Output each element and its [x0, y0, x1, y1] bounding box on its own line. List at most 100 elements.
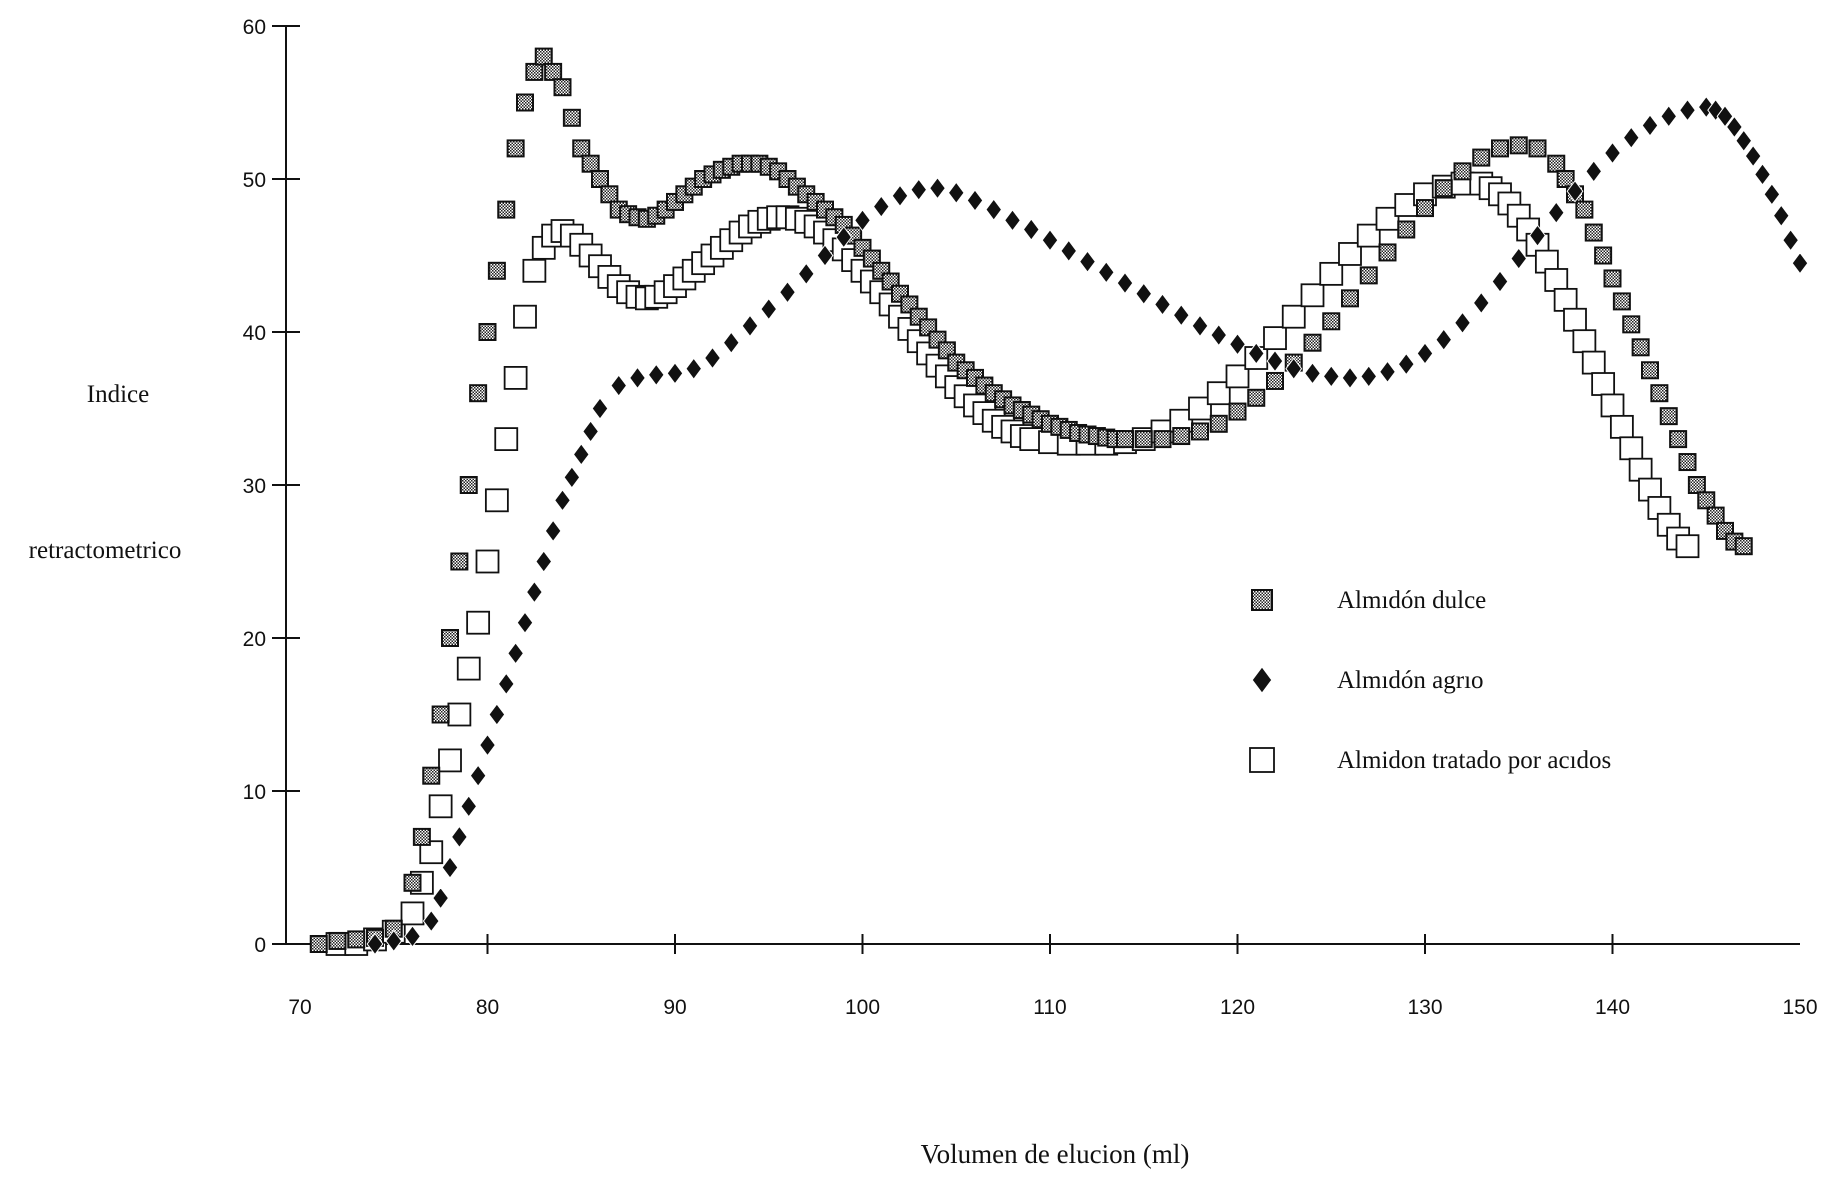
data-point	[503, 365, 528, 390]
x-tick-label: 110	[1033, 996, 1066, 1019]
data-point	[591, 397, 609, 420]
data-point	[1659, 407, 1678, 426]
data-point	[403, 873, 422, 892]
y-tick-label: 60	[243, 16, 266, 39]
data-point	[1228, 402, 1247, 421]
data-point	[1304, 362, 1321, 385]
data-point	[1529, 224, 1546, 247]
data-point	[891, 184, 909, 208]
data-point	[582, 420, 600, 443]
legend-marker	[1249, 747, 1275, 773]
series-1	[309, 47, 1753, 953]
data-point	[1172, 427, 1191, 446]
data-point	[1641, 114, 1659, 137]
data-point	[1210, 323, 1228, 347]
data-point	[534, 47, 553, 66]
data-point	[1678, 453, 1697, 472]
data-point	[1706, 506, 1725, 525]
x-tick-label: 130	[1407, 996, 1442, 1019]
data-point	[1303, 333, 1322, 352]
data-point	[1229, 333, 1246, 356]
data-point	[1697, 491, 1716, 510]
data-point	[1356, 223, 1381, 248]
data-point	[422, 766, 441, 785]
data-point	[1060, 239, 1078, 263]
data-point	[1650, 384, 1669, 403]
data-point	[1319, 261, 1344, 286]
data-point	[450, 825, 468, 849]
series-layer	[309, 47, 1809, 956]
data-point	[1397, 220, 1416, 239]
data-point	[1225, 364, 1250, 389]
data-point	[1563, 307, 1587, 332]
data-point	[516, 93, 534, 112]
data-point	[497, 200, 516, 219]
data-point	[1591, 372, 1616, 396]
data-point	[450, 552, 469, 571]
data-point	[1566, 180, 1584, 203]
data-point	[419, 840, 444, 865]
data-point	[629, 366, 646, 390]
data-point	[1206, 381, 1231, 406]
data-point	[910, 178, 928, 201]
data-point	[535, 550, 553, 573]
data-point	[1744, 144, 1762, 168]
data-point	[1716, 105, 1734, 128]
data-point	[722, 331, 740, 354]
data-point	[479, 733, 496, 757]
data-point	[1584, 223, 1603, 242]
data-point	[441, 629, 459, 647]
data-point	[1772, 204, 1790, 227]
data-point	[1134, 430, 1153, 449]
data-point	[1375, 206, 1400, 231]
data-point	[553, 78, 572, 97]
y-axis-label-line-1: Indice	[87, 381, 149, 408]
data-point	[1281, 304, 1306, 329]
data-point	[1341, 366, 1359, 390]
data-point	[572, 443, 590, 466]
data-point	[1791, 251, 1809, 275]
data-point	[1266, 371, 1284, 390]
data-point	[1153, 430, 1172, 449]
data-point	[1679, 98, 1696, 122]
data-point	[985, 198, 1003, 221]
y-tick-label: 30	[243, 475, 266, 498]
data-point	[487, 261, 506, 280]
data-point	[581, 154, 600, 173]
data-point	[1619, 436, 1644, 461]
y-tick-label: 50	[243, 169, 266, 192]
data-point	[1378, 243, 1397, 262]
data-point	[438, 748, 462, 773]
data-point	[1416, 199, 1434, 218]
x-tick-label: 90	[663, 996, 686, 1019]
data-point	[1135, 282, 1153, 305]
data-point	[1247, 388, 1266, 407]
data-point	[816, 244, 834, 267]
x-tick-label: 100	[845, 996, 880, 1019]
legend-entry-label: Almıdón agrıo	[1337, 667, 1484, 694]
x-tick-label: 80	[476, 996, 499, 1019]
data-point	[704, 346, 721, 370]
data-point	[1509, 136, 1528, 155]
data-point	[1612, 292, 1631, 311]
data-point	[1472, 148, 1491, 167]
data-point	[1300, 283, 1325, 308]
x-tick-label: 70	[288, 996, 311, 1019]
data-point	[441, 856, 459, 879]
legend-marker	[1251, 666, 1273, 694]
data-point	[1341, 289, 1359, 308]
x-tick-label: 120	[1220, 996, 1255, 1019]
series-3	[325, 171, 1700, 956]
data-point	[447, 702, 472, 727]
legend-marker	[1251, 589, 1273, 611]
y-tick-label: 10	[243, 781, 266, 804]
legend-entry-label: Almıdón dulce	[1337, 587, 1486, 614]
data-point	[404, 925, 421, 948]
data-point	[516, 611, 534, 634]
data-point	[1604, 141, 1621, 165]
data-point	[478, 323, 497, 341]
data-point	[1609, 414, 1634, 439]
data-point	[488, 703, 506, 726]
data-point	[1454, 311, 1471, 335]
data-point	[760, 297, 778, 321]
